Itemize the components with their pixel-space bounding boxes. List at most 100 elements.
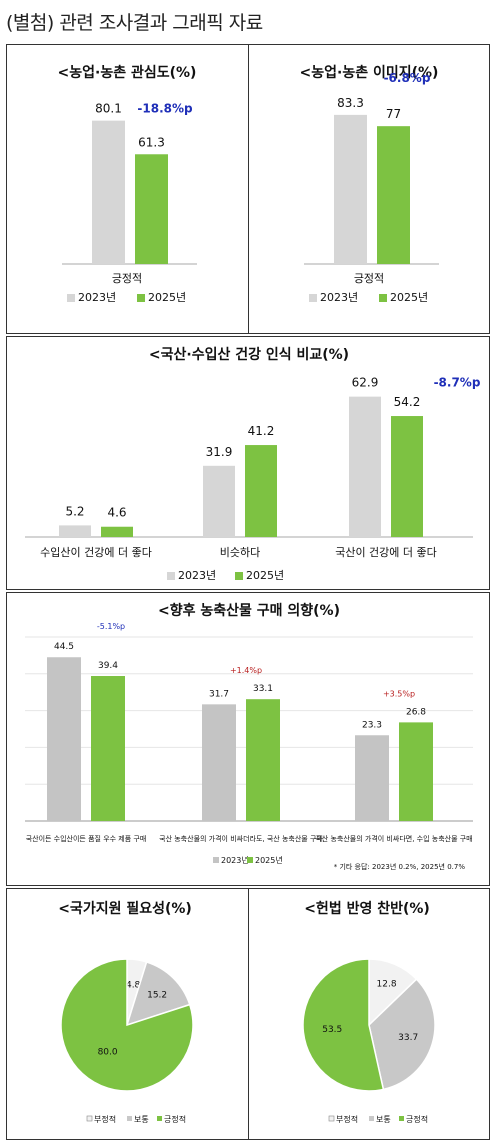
panel-pies: <국가지원 필요성(%) 4.8 15.2 80.0 부정적 보통 긍정적 <헌법 반영 찬… xyxy=(6,888,490,1140)
pie-slice-positive xyxy=(302,958,385,1092)
bar-2025 xyxy=(101,526,133,537)
bar-2023 xyxy=(202,704,236,821)
change-label: -6.8%p xyxy=(384,71,431,85)
chart-title: <향후 농축산물 구매 의향(%) xyxy=(158,602,340,619)
legend-label: 부정적 xyxy=(94,1114,116,1124)
chart-purchase: <향후 농축산물 구매 의향(%) 44.5 39.4 국산이든 수입산이든 품질 우… xyxy=(25,602,473,871)
chart-image: <농업·농촌 이미지(%) 83.3 77 -6.8%p 긍정적 2023년 2025년 xyxy=(300,64,439,304)
legend-label: 긍정적 xyxy=(164,1114,186,1124)
bar-2023 xyxy=(59,525,91,537)
bar-value-label: 83.3 xyxy=(337,96,364,110)
bar-value-label: 26.8 xyxy=(406,707,426,717)
panel-divider xyxy=(248,45,249,333)
chart-title: <국산·수입산 건강 인식 비교(%) xyxy=(149,346,349,363)
bar-2023 xyxy=(47,657,81,821)
panel-health: <국산·수입산 건강 인식 비교(%) 5.2 4.6 수입산이 건강에 더 좋다 31… xyxy=(6,336,490,590)
pie-slice-positive xyxy=(60,958,194,1092)
legend-swatch-2025 xyxy=(379,294,387,302)
bar-value-label: 4.6 xyxy=(107,506,126,520)
bar-value-label: 77 xyxy=(386,107,401,121)
legend-label-2025: 2025년 xyxy=(246,569,284,582)
category-label: 긍정적 xyxy=(354,272,384,285)
bar-2025 xyxy=(377,126,410,264)
bar-2025 xyxy=(91,676,125,821)
category-label: 비슷하다 xyxy=(220,545,260,559)
pie-value-label: 12.8 xyxy=(377,980,397,990)
legend-swatch-2023 xyxy=(67,294,75,302)
bar-2025 xyxy=(399,722,433,821)
legend-label: 부정적 xyxy=(336,1114,358,1124)
legend-swatch-2023 xyxy=(213,857,219,863)
bar-value-label: 61.3 xyxy=(138,135,165,149)
chart-support: <국가지원 필요성(%) 4.8 15.2 80.0 부정적 보통 긍정적 xyxy=(58,900,194,1124)
change-label: -8.7%p xyxy=(434,376,481,390)
pie-value-label: 15.2 xyxy=(147,990,167,1000)
legend-swatch-2025 xyxy=(235,572,243,580)
legend-label-2025: 2025년 xyxy=(255,855,283,865)
pie-value-label: 53.5 xyxy=(322,1025,342,1035)
pie-value-label: 4.8 xyxy=(126,981,141,991)
chart-health: <국산·수입산 건강 인식 비교(%) 5.2 4.6 수입산이 건강에 더 좋다 31… xyxy=(25,346,481,582)
chart-constitution: <헌법 반영 찬반(%) 12.8 33.7 53.5 부정적 보통 긍정적 xyxy=(302,900,436,1124)
bar-value-label: 41.2 xyxy=(248,424,275,438)
bar-value-label: 44.5 xyxy=(54,642,74,652)
category-label: 국산 농축산물의 가격이 비싸다면, 수입 농축산물 구매 xyxy=(315,834,472,843)
legend-swatch xyxy=(369,1116,374,1121)
page-title: (별첨) 관련 조사결과 그래픽 자료 xyxy=(6,12,263,34)
chart-title: <헌법 반영 찬반(%) xyxy=(304,900,430,917)
legend-swatch xyxy=(127,1116,132,1121)
category-label: 수입산이 건강에 더 좋다 xyxy=(40,546,152,559)
legend-label: 보통 xyxy=(376,1115,391,1124)
bar-2025 xyxy=(245,445,277,537)
bar-value-label: 54.2 xyxy=(394,395,421,409)
bar-2025 xyxy=(135,154,168,264)
bar-2023 xyxy=(355,735,389,821)
legend-swatch-2023 xyxy=(309,294,317,302)
legend-swatch xyxy=(399,1116,404,1121)
pie-value-label: 80.0 xyxy=(98,1048,118,1058)
change-label: -18.8%p xyxy=(137,101,193,115)
legend-swatch xyxy=(328,1115,335,1122)
bar-value-label: 39.4 xyxy=(98,661,118,671)
legend-swatch xyxy=(86,1115,93,1122)
category-label: 국산이든 수입산이든 품질 우수 제품 구매 xyxy=(26,834,147,843)
legend-swatch xyxy=(157,1116,162,1121)
legend-label-2023: 2023년 xyxy=(320,291,358,304)
bar-value-label: 31.9 xyxy=(206,445,233,459)
bar-value-label: 33.1 xyxy=(253,684,273,694)
bar-2025 xyxy=(246,699,280,821)
legend-swatch-2023 xyxy=(167,572,175,580)
chart-title: <국가지원 필요성(%) xyxy=(58,900,192,917)
change-label: +3.5%p xyxy=(383,689,415,698)
category-label: 국산이 건강에 더 좋다 xyxy=(335,546,437,559)
legend-label-2025: 2025년 xyxy=(148,291,186,304)
bar-2023 xyxy=(334,114,367,264)
panel-purchase: <향후 농축산물 구매 의향(%) 44.5 39.4 국산이든 수입산이든 품질 우… xyxy=(6,592,490,886)
bar-2023 xyxy=(203,465,235,537)
panel-interest-image: <농업·농촌 관심도(%) 80.1 61.3 -18.8%p 긍정적 2023년 2025… xyxy=(6,44,490,334)
legend-label: 보통 xyxy=(134,1115,149,1124)
bar-2025 xyxy=(391,416,423,537)
change-label: +1.4%p xyxy=(230,666,262,675)
chart-title: <농업·농촌 이미지(%) xyxy=(300,64,439,81)
legend-label-2025: 2025년 xyxy=(390,291,428,304)
bar-value-label: 31.7 xyxy=(209,689,229,699)
pie-value-label: 33.7 xyxy=(398,1033,418,1043)
legend-label-2023: 2023년 xyxy=(221,855,249,865)
bar-2023 xyxy=(92,120,125,264)
legend-label-2023: 2023년 xyxy=(78,291,116,304)
panel-divider xyxy=(248,889,249,1139)
change-label: -5.1%p xyxy=(97,622,125,631)
bar-2023 xyxy=(349,396,381,537)
bar-value-label: 23.3 xyxy=(362,720,382,730)
legend-label: 긍정적 xyxy=(406,1114,428,1124)
legend-label-2023: 2023년 xyxy=(178,569,216,582)
chart-title: <농업·농촌 관심도(%) xyxy=(58,64,197,81)
category-label: 국산 농축산물의 가격이 비싸더라도, 국산 농축산물 구매 xyxy=(159,834,323,843)
bar-value-label: 5.2 xyxy=(65,504,84,518)
legend-swatch-2025 xyxy=(247,857,253,863)
chart-interest: <농업·농촌 관심도(%) 80.1 61.3 -18.8%p 긍정적 2023년 2025… xyxy=(58,64,197,304)
pie-slice-neutral xyxy=(368,978,436,1091)
category-label: 긍정적 xyxy=(112,272,142,285)
legend-swatch-2025 xyxy=(137,294,145,302)
